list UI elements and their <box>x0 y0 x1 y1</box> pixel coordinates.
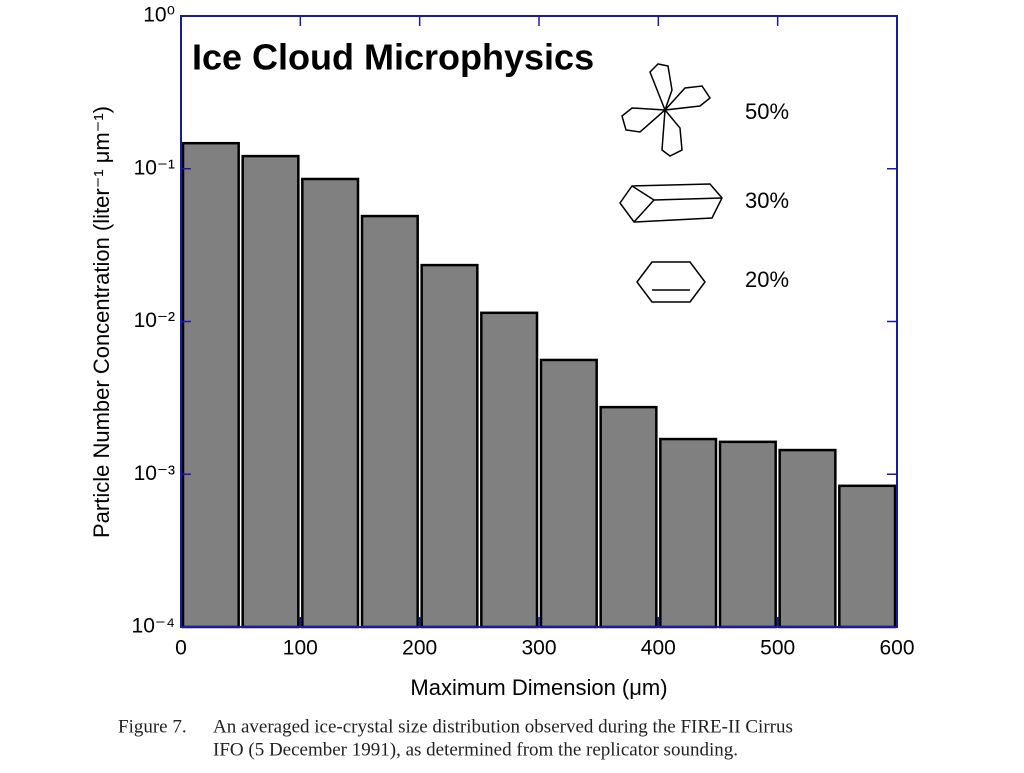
rosette-arm <box>621 107 667 133</box>
bar <box>718 440 777 629</box>
bar <box>659 437 718 629</box>
crystal-edge <box>631 185 655 201</box>
x-tick-label: 200 <box>402 637 437 660</box>
bar <box>181 141 240 629</box>
crystal-edge <box>653 197 723 201</box>
x-tick-label: 600 <box>879 637 914 660</box>
bar <box>301 177 360 629</box>
bar <box>241 154 300 629</box>
x-tick-label: 400 <box>641 637 676 660</box>
bar <box>838 484 897 629</box>
rosette-arm <box>649 63 673 113</box>
y-tick-label: 10⁰ <box>143 4 175 27</box>
caption-line: An averaged ice-crystal size distributio… <box>213 716 793 737</box>
bar <box>539 358 598 629</box>
plate-crystal <box>636 261 706 303</box>
rosette-arm <box>661 108 683 157</box>
caption-line: IFO (5 December 1991), as determined fro… <box>213 739 738 760</box>
crystal-edge <box>633 199 655 223</box>
crystal-fraction: 30% <box>745 188 789 213</box>
bar <box>360 214 419 629</box>
chart-title: Ice Cloud Microphysics <box>192 37 594 78</box>
x-tick-label: 0 <box>175 637 187 660</box>
crystal-fraction: 20% <box>745 267 789 292</box>
x-tick-label: 100 <box>283 637 318 660</box>
y-tick-label: 10⁻¹ <box>134 156 175 179</box>
column-crystal <box>619 183 723 223</box>
crystal-fraction: 50% <box>745 99 789 124</box>
y-tick-label: 10⁻² <box>134 309 175 332</box>
x-tick-label: 500 <box>760 637 795 660</box>
rosette-arm <box>663 85 712 111</box>
x-axis-label: Maximum Dimension (μm) <box>410 675 667 700</box>
crystal-icons <box>619 63 723 303</box>
x-tick-label: 300 <box>521 637 556 660</box>
y-axis-label: Particle Number Concentration (liter⁻¹ μ… <box>89 106 114 538</box>
y-tick-label: 10⁻⁴ <box>132 615 175 638</box>
bar <box>599 405 658 629</box>
bar <box>480 311 539 629</box>
caption-line: Figure 7. <box>118 716 187 737</box>
y-tick-label: 10⁻³ <box>134 462 175 485</box>
bar <box>420 263 479 629</box>
bar <box>778 448 837 629</box>
